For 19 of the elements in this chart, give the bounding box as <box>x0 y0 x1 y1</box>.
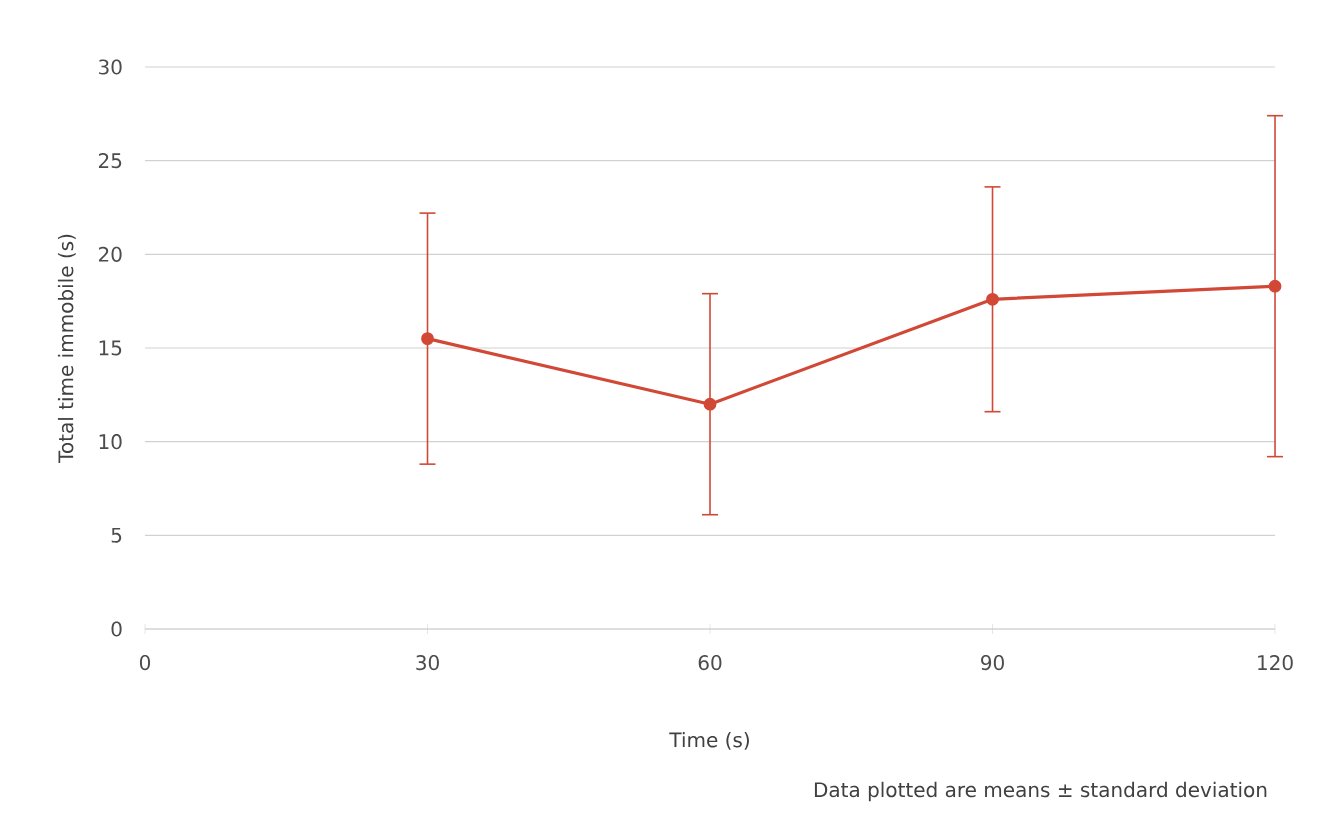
y-tick-label: 5 <box>111 527 122 543</box>
y-axis-title: Total time immobile (s) <box>57 234 76 463</box>
y-tick-label: 30 <box>99 59 122 75</box>
x-axis-title: Time (s) <box>669 731 749 750</box>
point <box>986 292 999 306</box>
y-tick-label: 10 <box>99 434 122 450</box>
text: Data plotted are means ± standard deviation <box>814 781 1267 802</box>
x-tick-label: 120 <box>1258 655 1293 671</box>
point <box>421 332 434 346</box>
point <box>1268 279 1282 293</box>
x-tick-label: 30 <box>416 655 439 671</box>
x-tick-label: 0 <box>139 655 151 671</box>
y-tick-label: 25 <box>98 153 122 169</box>
y-tick-label: 20 <box>98 246 122 262</box>
point <box>703 397 717 411</box>
y-tick-label: 15 <box>99 340 122 356</box>
x-tick-label: 60 <box>698 655 722 671</box>
y-tick-label: 0 <box>111 621 122 637</box>
x-tick-label: 90 <box>981 655 1004 671</box>
